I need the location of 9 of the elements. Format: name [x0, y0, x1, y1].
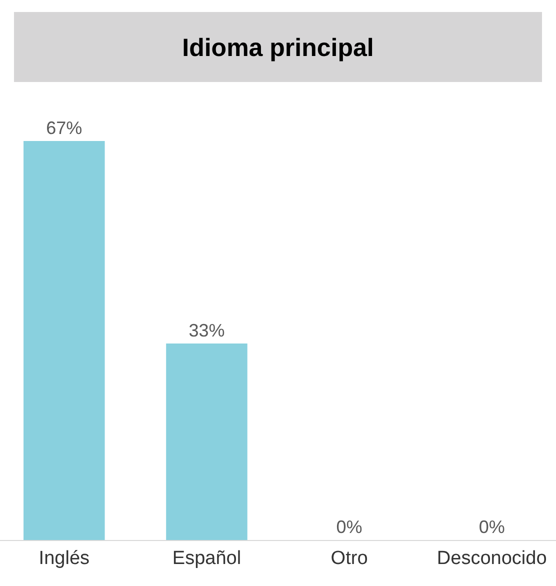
x-tick-label: Español	[172, 548, 242, 569]
data-label: 33%	[188, 320, 225, 340]
x-tick-label: Otro	[330, 548, 368, 569]
data-label: 67%	[46, 118, 82, 138]
data-label: 0%	[478, 517, 505, 537]
data-label: 0%	[336, 517, 362, 537]
chart-title: Idioma principal	[182, 34, 374, 62]
x-tick-label: Desconocido	[436, 548, 547, 569]
x-tick-label: Inglés	[38, 548, 90, 569]
